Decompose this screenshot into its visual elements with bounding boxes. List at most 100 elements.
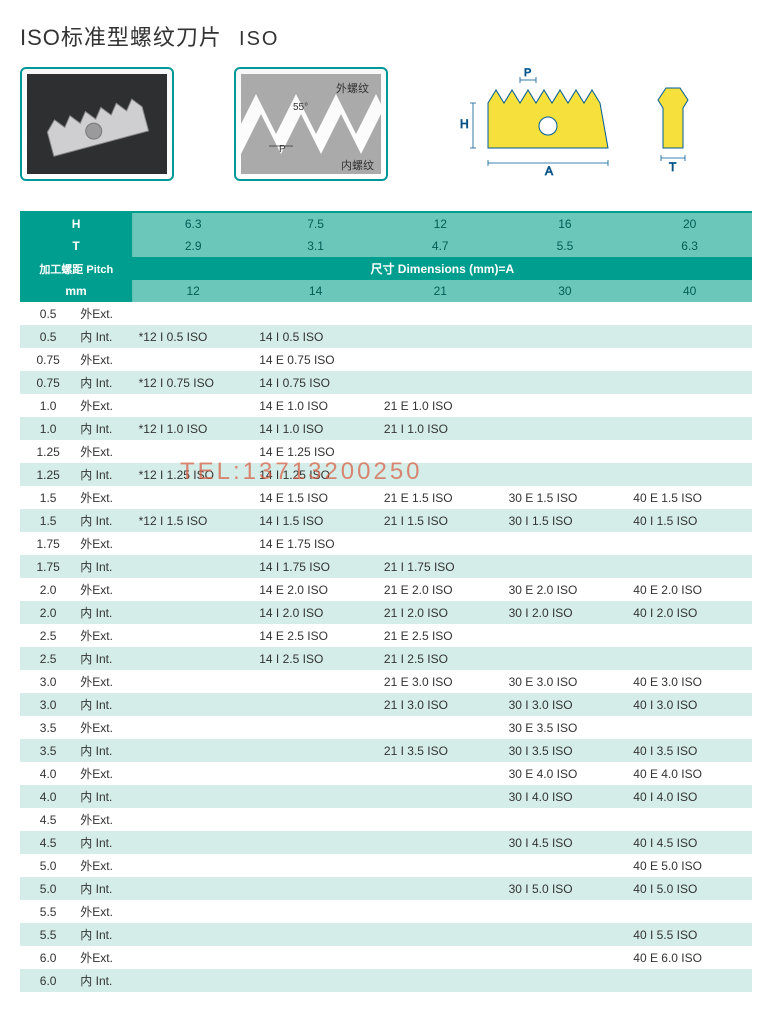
type-cell: 内 Int. [76,923,132,946]
pitch-cell: 4.5 [20,831,76,854]
mm-header: mm [20,280,133,302]
pitch-cell: 0.5 [20,325,76,348]
code-cell [253,739,378,762]
code-cell: 40 E 3.0 ISO [627,670,752,693]
code-cell [627,716,752,739]
code-cell: 30 E 3.0 ISO [503,670,628,693]
code-cell: 21 E 1.0 ISO [378,394,503,417]
code-cell: 21 I 1.75 ISO [378,555,503,578]
code-cell [133,647,254,670]
dims-header: 尺寸 Dimensions (mm)=A [133,257,752,280]
code-cell: 14 I 2.5 ISO [253,647,378,670]
type-cell: 内 Int. [76,693,132,716]
code-cell: 30 I 3.0 ISO [503,693,628,716]
table-row: 0.5内 Int.*12 I 0.5 ISO14 I 0.5 ISO [20,325,752,348]
table-row: 4.5内 Int.30 I 4.5 ISO40 I 4.5 ISO [20,831,752,854]
code-cell [627,808,752,831]
code-cell: 40 I 5.0 ISO [627,877,752,900]
H-val-1: 7.5 [253,213,378,235]
T-val-1: 3.1 [253,235,378,257]
code-cell [503,808,628,831]
H-val-2: 12 [378,213,503,235]
code-cell [133,716,254,739]
code-cell [133,762,254,785]
title-sub: ISO [239,28,279,50]
H-label: H [460,117,469,131]
pitch-cell: 3.5 [20,739,76,762]
code-cell [253,785,378,808]
type-cell: 内 Int. [76,601,132,624]
P-label: P [524,68,531,79]
code-cell: 14 I 0.75 ISO [253,371,378,394]
code-cell [253,808,378,831]
table-row: 1.25内 Int.*12 I 1.25 ISO14 I 1.25 ISO [20,463,752,486]
code-cell [627,325,752,348]
code-cell: 40 E 2.0 ISO [627,578,752,601]
code-cell: 40 E 1.5 ISO [627,486,752,509]
code-cell [627,417,752,440]
table-row: 1.75内 Int.14 I 1.75 ISO21 I 1.75 ISO [20,555,752,578]
code-cell [503,946,628,969]
type-cell: 外Ext. [76,946,132,969]
code-cell [253,831,378,854]
code-cell [503,325,628,348]
pitch-cell: 5.0 [20,854,76,877]
code-cell [133,348,254,371]
code-cell [378,716,503,739]
table-row: 5.0内 Int.30 I 5.0 ISO40 I 5.0 ISO [20,877,752,900]
angle-label: 55° [293,102,308,113]
code-cell [378,969,503,992]
code-cell [133,693,254,716]
code-cell [133,394,254,417]
code-cell [253,946,378,969]
code-cell [378,808,503,831]
code-cell: 40 E 4.0 ISO [627,762,752,785]
pitch-cell: 2.0 [20,601,76,624]
code-cell [133,900,254,923]
T-val-0: 2.9 [133,235,254,257]
table-row: 0.75外Ext.14 E 0.75 ISO [20,348,752,371]
code-cell: 40 I 3.0 ISO [627,693,752,716]
pitch-cell: 0.5 [20,302,76,325]
pitch-cell: 1.25 [20,440,76,463]
code-cell [253,762,378,785]
code-cell [627,624,752,647]
code-cell: *12 I 1.5 ISO [133,509,254,532]
code-cell: 14 E 1.75 ISO [253,532,378,555]
pitch-cell: 1.75 [20,532,76,555]
A-val-2: 21 [378,280,503,302]
code-cell [503,417,628,440]
code-cell [133,440,254,463]
code-cell: 14 I 2.0 ISO [253,601,378,624]
inner-label: 内螺纹 [341,158,374,172]
code-cell: *12 I 1.0 ISO [133,417,254,440]
type-cell: 外Ext. [76,624,132,647]
code-cell [503,647,628,670]
pitch-cell: 2.5 [20,647,76,670]
type-cell: 外Ext. [76,394,132,417]
code-cell [378,762,503,785]
type-cell: 外Ext. [76,900,132,923]
pitch-cell: 6.0 [20,969,76,992]
type-cell: 外Ext. [76,716,132,739]
code-cell [378,854,503,877]
pitch-cell: 1.0 [20,394,76,417]
code-cell [378,877,503,900]
H-val-0: 6.3 [133,213,254,235]
pitch-cell: 3.5 [20,716,76,739]
code-cell: 14 E 0.75 ISO [253,348,378,371]
code-cell: *12 I 0.5 ISO [133,325,254,348]
code-cell: 21 E 3.0 ISO [378,670,503,693]
type-cell: 外Ext. [76,440,132,463]
code-cell: 14 I 1.25 ISO [253,463,378,486]
table-row: 6.0内 Int. [20,969,752,992]
pitch-cell: 0.75 [20,371,76,394]
code-cell [378,785,503,808]
pitch-cell: 1.5 [20,486,76,509]
code-cell [627,371,752,394]
code-cell [133,854,254,877]
code-cell [503,302,628,325]
code-cell [627,348,752,371]
T-header: T [20,235,133,257]
pitch-cell: 0.75 [20,348,76,371]
